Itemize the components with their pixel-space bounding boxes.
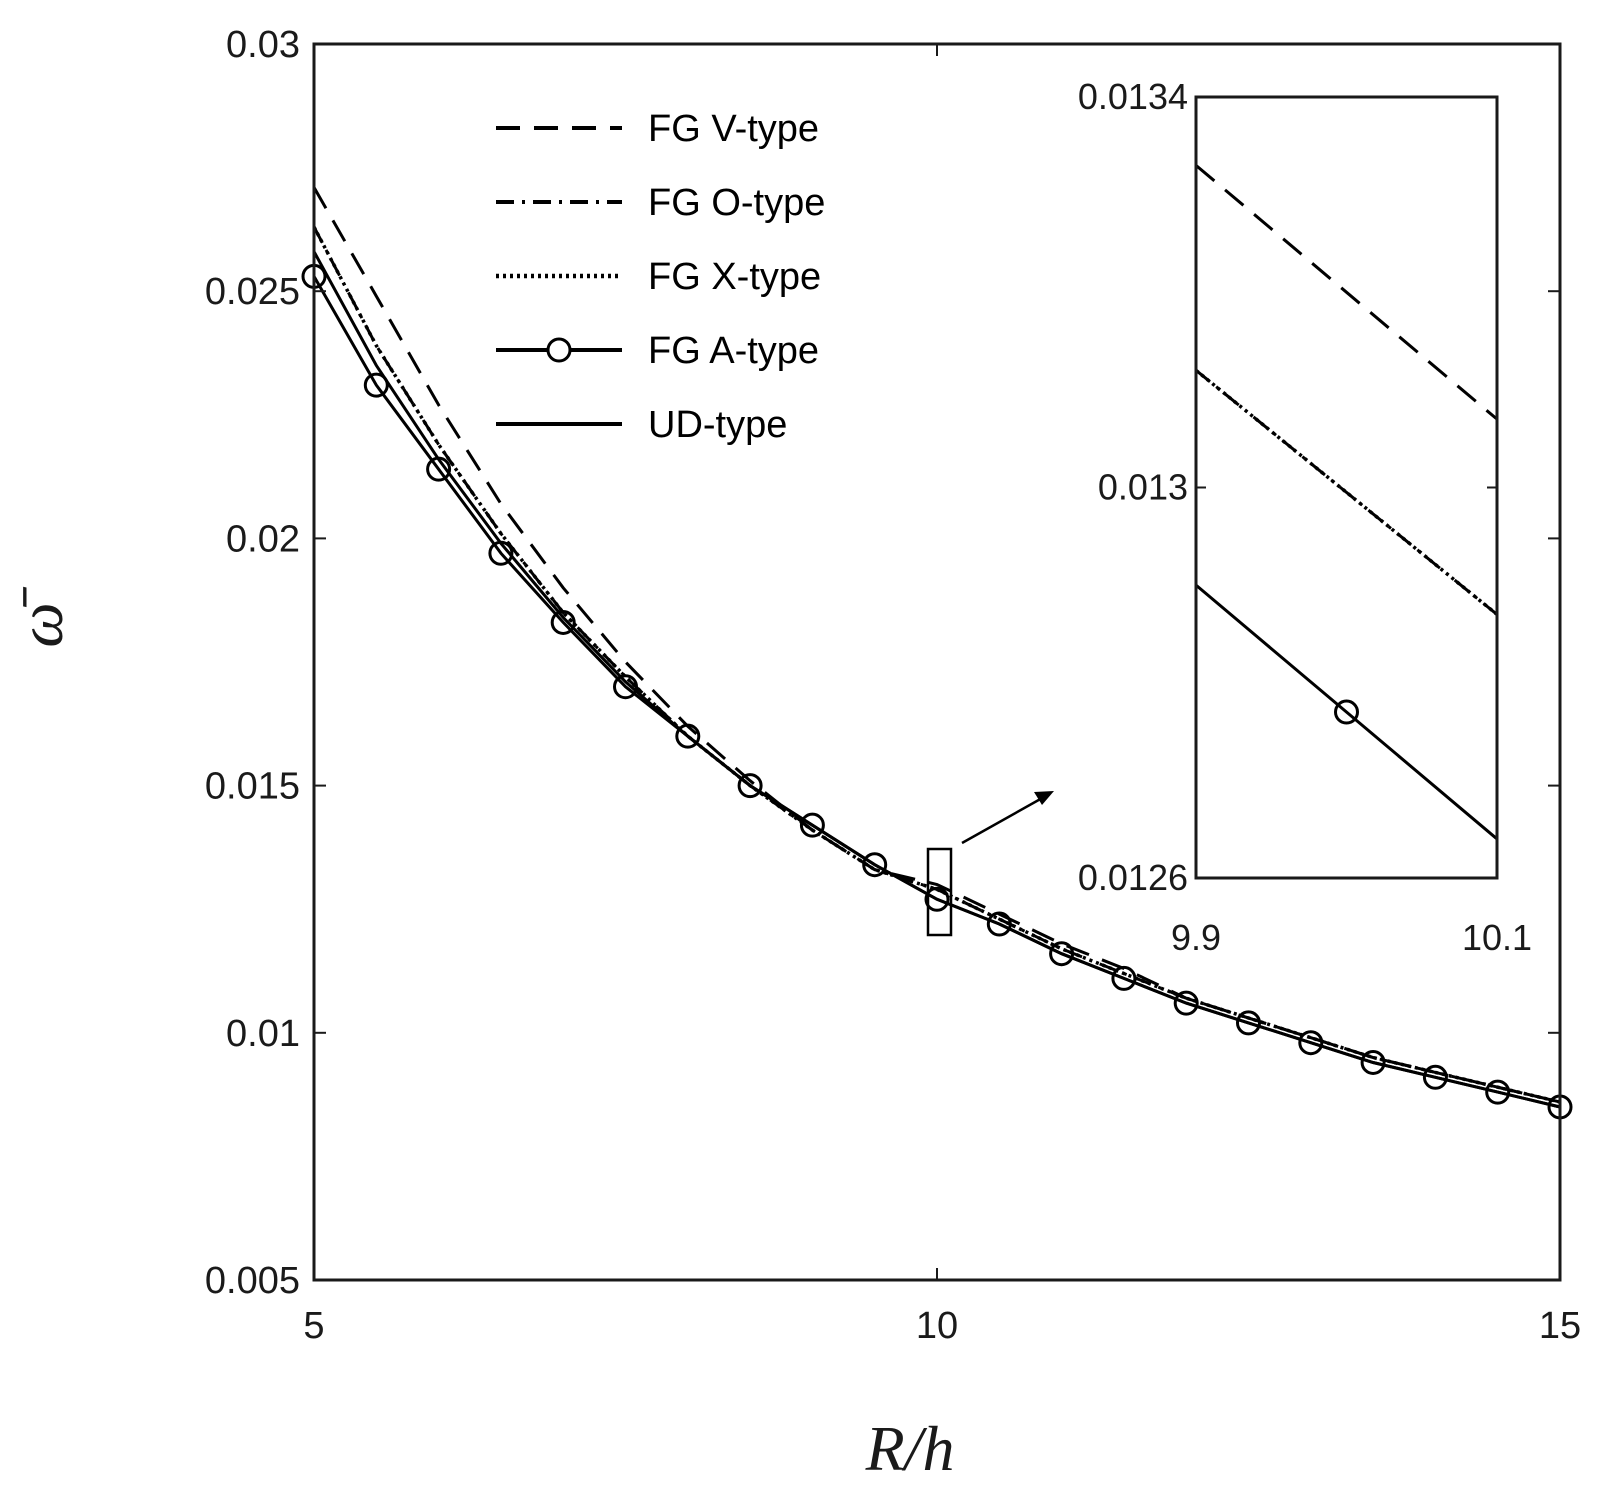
legend-label-fg-o-type: FG O-type xyxy=(648,182,825,224)
y-axis-label: ω̄ xyxy=(5,586,76,647)
legend-marker-fg-a-type xyxy=(546,337,572,363)
zoom-arrow-line xyxy=(961,795,1045,845)
data-point-fg-a-type xyxy=(799,812,825,838)
data-point-fg-a-type xyxy=(363,372,389,398)
data-point-fg-a-type xyxy=(1111,965,1137,991)
inset-ticks: 0.0134 0.013 0.0126 9.9 10.1 xyxy=(1078,76,1532,958)
y-tick-label: 0.03 xyxy=(226,24,300,66)
main-ticks: 5 10 15 0.005 0.01 0.015 0.02 0.025 0.03 xyxy=(205,24,1581,1347)
legend-label-ud-type: UD-type xyxy=(648,404,787,446)
data-point-fg-a-type xyxy=(1236,1010,1261,1036)
inset-y-tick-label: 0.0126 xyxy=(1078,857,1188,898)
legend-label-fg-x-type: FG X-type xyxy=(648,256,821,298)
data-point-fg-a-type xyxy=(924,886,950,912)
main-series-layer xyxy=(301,186,1573,1120)
zoom-box xyxy=(926,847,953,937)
inset-line-fg-a-type xyxy=(1195,583,1498,841)
inset-background xyxy=(1196,97,1497,878)
data-point-fg-a-type xyxy=(550,609,576,635)
legend-label-fg-v-type: FG V-type xyxy=(648,108,819,150)
data-point-fg-a-type xyxy=(1422,1064,1448,1090)
legend: FG V-type FG O-type FG X-type FG A-type UD-t… xyxy=(496,108,825,446)
x-axis-label: R/h xyxy=(865,1413,955,1484)
y-tick-label: 0.01 xyxy=(226,1013,300,1055)
data-point-fg-a-type xyxy=(862,852,888,878)
data-point-fg-a-type xyxy=(1360,1049,1386,1075)
data-point-fg-a-type xyxy=(1485,1079,1511,1105)
inset-line-fg-x-type xyxy=(1194,368,1499,616)
zoom-arrow-head xyxy=(1034,791,1054,805)
y-tick-label: 0.02 xyxy=(226,518,300,560)
inset-series-layer xyxy=(1194,164,1499,841)
data-point-fg-a-type xyxy=(1173,990,1199,1016)
x-tick-label: 10 xyxy=(916,1305,958,1347)
y-tick-label: 0.015 xyxy=(205,766,300,808)
inset-line-fg-v-type xyxy=(1195,164,1498,421)
inset-x-tick-label: 10.1 xyxy=(1462,917,1532,958)
inset-data-point-fg-a-type xyxy=(1334,699,1359,725)
inset-y-tick-label: 0.013 xyxy=(1098,467,1188,508)
y-tick-label: 0.025 xyxy=(205,271,300,313)
legend-label-fg-a-type: FG A-type xyxy=(648,330,819,372)
data-point-fg-a-type xyxy=(737,773,763,799)
data-point-fg-a-type xyxy=(1298,1030,1324,1056)
series-line-ud-type xyxy=(312,250,1561,1109)
data-point-fg-a-type xyxy=(986,911,1012,937)
data-point-fg-a-type xyxy=(613,674,638,700)
y-tick-label: 0.005 xyxy=(205,1260,300,1302)
inset-y-tick-label: 0.0134 xyxy=(1078,76,1188,117)
inset-x-tick-label: 9.9 xyxy=(1171,917,1221,958)
x-tick-label: 15 xyxy=(1539,1305,1581,1347)
x-tick-label: 5 xyxy=(303,1305,324,1347)
data-point-fg-a-type xyxy=(1049,941,1075,967)
data-point-fg-a-type xyxy=(675,723,701,749)
